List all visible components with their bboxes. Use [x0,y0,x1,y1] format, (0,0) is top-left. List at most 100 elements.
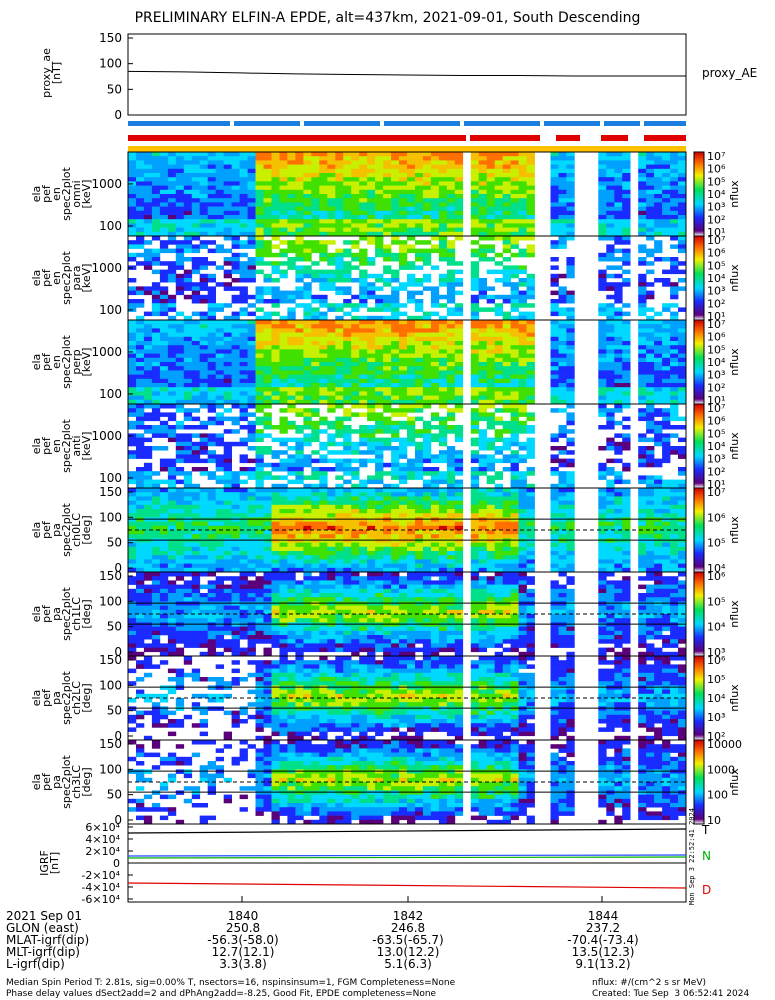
spectrogram-cell [606,395,615,401]
spectrogram-cell [606,315,615,321]
spectrogram-cell [279,341,288,346]
spectrogram-cell [638,332,647,338]
spectrogram-cell [247,513,256,518]
spectrogram-cell [430,168,440,174]
spectrogram-cell [263,542,272,548]
spectrogram-cell [263,273,272,279]
spectrogram-cell [175,168,185,174]
spectrogram-cell [454,357,464,363]
spectrogram-cell [239,173,248,178]
spectrogram-cell [510,290,519,296]
spectrogram-cell [136,425,145,430]
spectrogram-cell [415,433,424,438]
spectrogram-cell [263,215,272,220]
spectrogram-cell [646,345,655,350]
spectrogram-cell [422,278,432,283]
spectrogram-cell [662,198,671,203]
spectrogram-cell [510,362,519,367]
spectrogram-cell [422,420,432,426]
spectrogram-cell [478,198,487,203]
spectrogram-cell [247,223,256,228]
spectrogram-cell [662,479,671,485]
spectrogram-cell [128,345,137,350]
spectrogram-cell [470,311,480,317]
spectrogram-cell [383,555,392,560]
spectrogram-cell [391,567,400,573]
spectrogram-cell [646,458,655,464]
spectrogram-cell [327,273,336,279]
spectrogram-cell [351,383,360,388]
spectrogram-cell [215,366,224,371]
spectrogram-cell [151,345,161,350]
spectrogram-cell [518,345,527,350]
spectrogram-cell [303,294,312,300]
spectrogram-cell [550,265,559,270]
spectrogram-cell [415,525,424,531]
spectrogram-cell [343,223,352,228]
spectrogram-cell [375,412,384,417]
spectrogram-cell [287,202,296,207]
spectrogram-cell [136,181,145,186]
spectrogram-cell [207,500,216,506]
spectrogram-cell [175,395,185,401]
spectrogram-cell [391,429,400,434]
spectrogram-cell [167,357,177,363]
spectrogram-cell [136,446,145,451]
spectrogram-cell [247,551,256,556]
spectrogram-cell [231,475,240,480]
spectrogram-cell [271,189,280,195]
spectrogram-cell [510,294,519,300]
spectrogram-cell [335,530,344,535]
spectrogram-cell [375,273,384,279]
spectrogram-cell [518,446,527,451]
spectrogram-cell [311,395,320,401]
spectrogram-cell [391,488,400,493]
spectrogram-cell [263,336,272,342]
spectrogram-cell [136,483,145,489]
spectrogram-cell [367,282,376,287]
spectrogram-cell [598,164,607,170]
spectrogram-cell [303,248,312,254]
spectrogram-cell [136,567,145,573]
spectrogram-cell [335,320,344,325]
spectrogram-cell [646,219,655,224]
spectrogram-cell [407,210,416,216]
spectrogram-cell [470,370,480,375]
spectrogram-cell [159,202,169,207]
spectrogram-cell [622,328,631,333]
spectrogram-cell [311,261,320,266]
spectrogram-cell [446,294,456,300]
spectrogram-cell [128,437,137,443]
spectrogram-cell [550,168,559,174]
spectrogram-cell [606,303,615,308]
spectrogram-cell [239,231,248,237]
spectrogram-cell [295,353,304,359]
spectrogram-cell [415,194,424,199]
spectrogram-cell [343,198,352,203]
spectrogram-cell [207,530,216,535]
spectrogram-cell [263,538,272,543]
spectrogram-cell [191,517,201,522]
spectrogram-cell [255,500,264,506]
spectrogram-cell [566,227,575,233]
spectrogram-cell [231,181,240,186]
spectrogram-cell [422,467,432,472]
spectrogram-cell [311,328,320,333]
spectrogram-cell [678,479,687,485]
spectrogram-cell [638,458,647,464]
spectrogram-cell [422,164,432,170]
spectrogram-cell [478,294,487,300]
spectrogram-cell [231,383,240,388]
spectrogram-cell [311,488,320,493]
spectrogram-cell [510,156,519,161]
spectrogram-cell [622,177,631,182]
spectrogram-cell [351,278,360,283]
spectrogram-cell [279,546,288,552]
spectrogram-cell [167,383,177,388]
spectrogram-cell [486,194,495,199]
spectrogram-cell [255,227,264,233]
spectrogram-cell [143,341,153,346]
spectrogram-cell [359,366,368,371]
spectrogram-cell [327,509,336,514]
spectrogram-cell [343,492,352,497]
